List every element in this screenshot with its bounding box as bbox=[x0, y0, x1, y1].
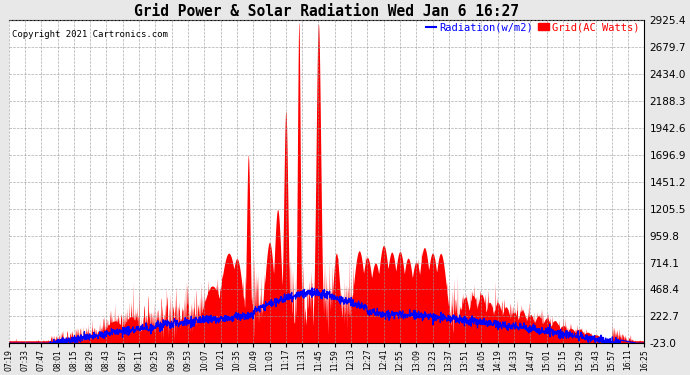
Text: Copyright 2021 Cartronics.com: Copyright 2021 Cartronics.com bbox=[12, 30, 168, 39]
Title: Grid Power & Solar Radiation Wed Jan 6 16:27: Grid Power & Solar Radiation Wed Jan 6 1… bbox=[134, 4, 519, 19]
Legend: Radiation(w/m2), Grid(AC Watts): Radiation(w/m2), Grid(AC Watts) bbox=[426, 22, 639, 32]
